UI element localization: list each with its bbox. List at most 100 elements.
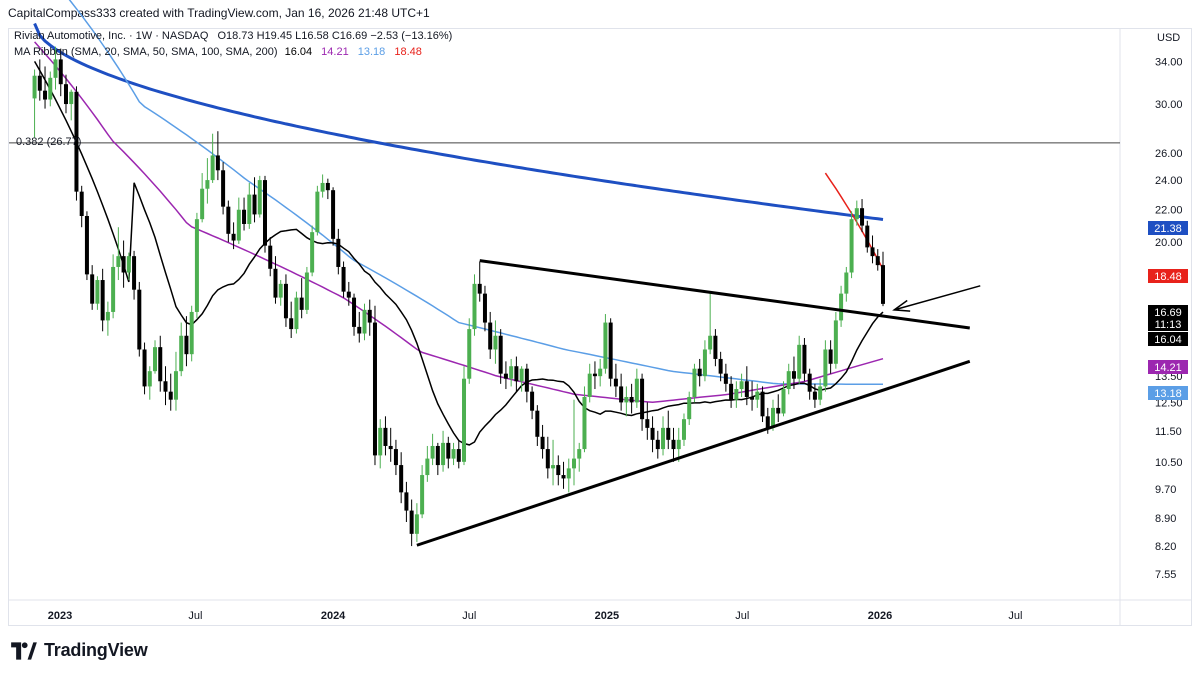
candle-body bbox=[79, 191, 84, 216]
candle-body bbox=[791, 371, 796, 379]
candle-body bbox=[456, 449, 461, 462]
candle-body bbox=[676, 439, 681, 450]
price-axis-label-text: 21.38 bbox=[1154, 223, 1182, 235]
candle-body bbox=[661, 427, 666, 450]
x-tick-label: 2024 bbox=[321, 610, 346, 622]
tradingview-logo-icon bbox=[11, 641, 37, 660]
candle-body bbox=[771, 407, 776, 428]
candle-body bbox=[839, 293, 844, 321]
candle-body bbox=[503, 373, 508, 379]
candle-body bbox=[655, 439, 660, 450]
candle-body bbox=[346, 291, 351, 298]
candle-body bbox=[53, 59, 58, 78]
candle-body bbox=[446, 442, 451, 459]
candle-body bbox=[63, 84, 68, 105]
candle-body bbox=[194, 219, 199, 312]
candle-body bbox=[189, 311, 194, 355]
candle-body bbox=[257, 180, 262, 215]
candle-body bbox=[226, 206, 231, 234]
candle-body bbox=[493, 335, 498, 350]
ohlc-values: O18.73 H19.45 L16.58 C16.69 −2.53 (−13.1… bbox=[217, 30, 453, 42]
candle-body bbox=[294, 297, 299, 330]
candle-body bbox=[613, 378, 618, 387]
candle-body bbox=[619, 386, 624, 403]
candle-body bbox=[163, 381, 168, 392]
tradingview-brand[interactable]: TradingView bbox=[10, 640, 148, 661]
sma-200-line bbox=[33, 22, 884, 221]
candle-body bbox=[750, 396, 755, 400]
candle-body bbox=[708, 335, 713, 350]
candle-body bbox=[739, 381, 744, 390]
candle-body bbox=[472, 283, 477, 330]
candle-body bbox=[482, 293, 487, 323]
candle-body bbox=[252, 194, 257, 215]
candle-body bbox=[414, 514, 419, 534]
candle-body bbox=[865, 225, 870, 248]
candle-body bbox=[860, 208, 865, 226]
candle-body bbox=[320, 182, 325, 192]
symbol-legend[interactable]: Rivian Automotive, Inc. · 1W · NASDAQ O1… bbox=[14, 30, 452, 42]
candle-body bbox=[247, 194, 252, 224]
price-axis-label-text: 13.18 bbox=[1154, 388, 1182, 400]
x-tick-label: Jul bbox=[462, 610, 476, 622]
candle-body bbox=[702, 349, 707, 377]
candle-body bbox=[388, 445, 393, 450]
ma-value-100: 13.18 bbox=[357, 46, 386, 58]
candle-body bbox=[242, 209, 247, 224]
sma-20-line bbox=[33, 61, 884, 446]
candle-body bbox=[205, 180, 210, 189]
ma-ribbon-legend[interactable]: MA Ribbon (SMA, 20, SMA, 50, SMA, 100, S… bbox=[14, 46, 422, 58]
candle-body bbox=[393, 449, 398, 466]
candle-body bbox=[236, 209, 241, 241]
candle-body bbox=[551, 465, 556, 469]
candle-body bbox=[854, 208, 859, 220]
candle-body bbox=[823, 349, 828, 387]
candle-body bbox=[786, 371, 791, 390]
candle-body bbox=[587, 373, 592, 397]
candle-body bbox=[818, 386, 823, 400]
y-tick-label: 30.00 bbox=[1155, 99, 1183, 111]
candle-body bbox=[645, 419, 650, 428]
chart-pane[interactable] bbox=[8, 28, 1192, 626]
candle-body bbox=[383, 427, 388, 446]
candle-body bbox=[556, 465, 561, 476]
candle-body bbox=[535, 410, 540, 437]
y-tick-label: 8.90 bbox=[1155, 513, 1176, 525]
candle-body bbox=[352, 297, 357, 327]
x-tick-label: 2023 bbox=[48, 610, 72, 622]
y-tick-label: 10.50 bbox=[1155, 457, 1183, 469]
price-axis-label-text: 16.69 bbox=[1154, 307, 1182, 319]
candle-body bbox=[603, 322, 608, 369]
candle-body bbox=[48, 77, 53, 100]
candle-body bbox=[530, 391, 535, 411]
candle-body bbox=[409, 510, 414, 534]
candle-body bbox=[132, 256, 137, 290]
candle-body bbox=[215, 155, 220, 171]
price-axis-label bbox=[1148, 332, 1188, 346]
candle-body bbox=[142, 349, 147, 387]
candle-body bbox=[776, 407, 781, 414]
price-axis-label-text: 14.21 bbox=[1154, 362, 1182, 374]
candle-body bbox=[812, 391, 817, 400]
candle-body bbox=[100, 280, 105, 321]
price-axis-label bbox=[1148, 221, 1188, 235]
candle-body bbox=[697, 368, 702, 377]
candle-body bbox=[844, 272, 849, 294]
candle-body bbox=[781, 389, 786, 414]
candle-body bbox=[870, 247, 875, 257]
candle-body bbox=[430, 445, 435, 459]
candle-body bbox=[173, 371, 178, 400]
candle-body bbox=[341, 266, 346, 292]
candle-body bbox=[755, 391, 760, 400]
candle-body bbox=[147, 371, 152, 387]
currency-label[interactable]: USD bbox=[1157, 32, 1181, 44]
candle-body bbox=[713, 335, 718, 359]
candle-body bbox=[184, 335, 189, 355]
candle-body bbox=[744, 381, 749, 397]
candle-body bbox=[571, 458, 576, 469]
symbol-title: Rivian Automotive, Inc. · 1W · NASDAQ bbox=[14, 30, 209, 42]
candle-body bbox=[765, 416, 770, 428]
candle-body bbox=[802, 344, 807, 374]
